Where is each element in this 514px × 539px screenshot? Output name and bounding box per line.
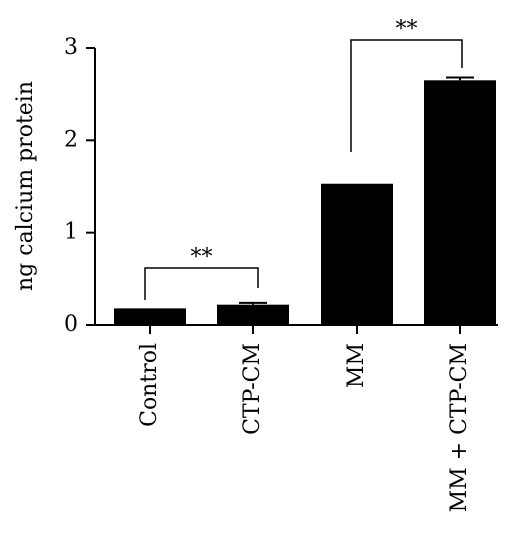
y-ticks: 0 1 2 3 — [64, 35, 95, 337]
x-category-label: MM + CTP-CM — [447, 343, 472, 512]
bar — [217, 304, 289, 325]
x-categories: Control CTP-CM MM MM + CTP-CM — [137, 325, 472, 512]
y-tick-label: 2 — [64, 127, 78, 152]
significance-label: ** — [396, 17, 418, 42]
x-category-label: MM — [344, 343, 369, 388]
x-category-label: CTP-CM — [240, 343, 265, 435]
y-tick-label: 3 — [64, 35, 78, 60]
bar — [424, 80, 496, 325]
bar — [114, 308, 186, 325]
significance-bracket — [144, 267, 259, 300]
bar — [321, 183, 393, 325]
error-bars — [239, 76, 474, 305]
x-category-label: Control — [137, 343, 162, 427]
significance-label: ** — [191, 245, 213, 270]
y-tick-label: 0 — [64, 312, 78, 337]
significance-annotations: ** ** — [144, 17, 463, 300]
y-tick-label: 1 — [64, 220, 78, 245]
bars — [114, 80, 496, 325]
y-axis-label: ng calcium protein — [13, 81, 38, 291]
significance-bracket — [350, 39, 463, 152]
